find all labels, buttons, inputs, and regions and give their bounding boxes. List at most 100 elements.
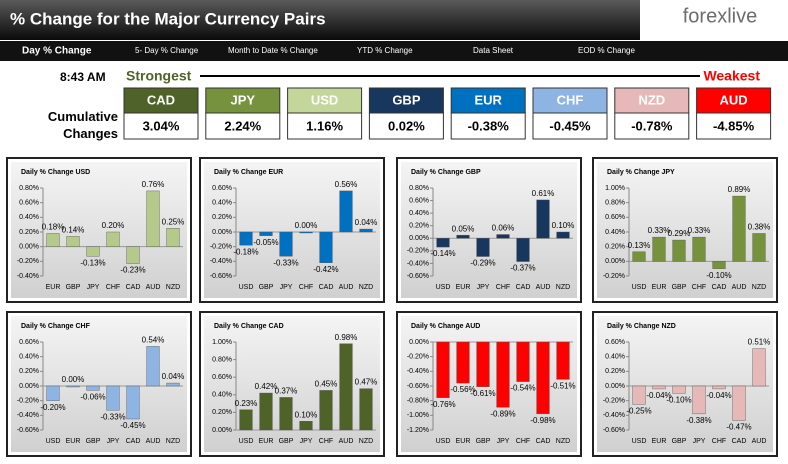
y-tick-label: -0.60% — [407, 273, 429, 280]
value-label: 0.10% — [295, 410, 318, 419]
currency-name: GBP — [392, 92, 421, 107]
bar — [496, 234, 510, 239]
x-tick-label: EUR — [456, 284, 471, 291]
value-label: 0.18% — [42, 223, 65, 232]
value-label: -0.38% — [686, 416, 711, 425]
tab[interactable]: 5- Day % Change — [135, 46, 199, 55]
value-label: 0.29% — [668, 229, 691, 238]
bar — [632, 251, 646, 262]
value-label: -0.98% — [530, 416, 555, 425]
y-tick-label: 0.60% — [19, 339, 39, 346]
bar — [476, 341, 490, 387]
y-tick-label: -0.40% — [210, 258, 232, 265]
change-box — [205, 112, 281, 140]
value-label: 0.33% — [688, 226, 711, 235]
bar — [732, 385, 746, 421]
bar — [86, 385, 100, 391]
x-tick-label: USD — [632, 438, 647, 445]
x-tick-label: EUR — [456, 438, 471, 445]
value-label: 0.05% — [452, 224, 475, 233]
cumulative-label: Cumulative Changes — [47, 109, 118, 141]
y-tick-label: 0.20% — [212, 214, 232, 221]
value-label: 0.42% — [255, 382, 278, 391]
bar — [672, 385, 686, 394]
tab[interactable]: Day % Change — [22, 46, 92, 57]
bar — [359, 228, 373, 233]
y-tick-label: 0.80% — [409, 185, 429, 192]
y-tick-label: 0.20% — [19, 229, 39, 236]
value-label: -0.14% — [430, 249, 455, 258]
value-label: -0.76% — [430, 400, 455, 409]
currency-name: CAD — [147, 92, 175, 107]
x-tick-label: AUD — [732, 284, 747, 291]
bar — [456, 341, 470, 384]
y-tick-label: 0.40% — [19, 214, 39, 221]
bar — [239, 409, 253, 431]
tab[interactable]: YTD % Change — [357, 46, 413, 55]
y-tick-label: -0.60% — [210, 273, 232, 280]
chart-panel: Daily % Change EUR -0.60% -0.40% -0.20% 0.00… — [199, 157, 385, 303]
chart-title: Daily % Change GBP — [411, 169, 481, 176]
chart-title: Daily % Change AUD — [411, 323, 480, 330]
y-tick-label: -0.40% — [17, 273, 39, 280]
x-tick-label: CAD — [536, 438, 551, 445]
value-label: 0.04% — [162, 372, 185, 381]
x-tick-label: CAD — [126, 438, 141, 445]
value-label: -0.42% — [313, 265, 338, 274]
chart-title: Daily % Change USD — [21, 169, 90, 176]
x-tick-label: GBP — [476, 438, 491, 445]
logo-area — [640, 0, 788, 40]
currency-name: CHF — [557, 92, 584, 107]
y-tick-label: 0.80% — [605, 200, 625, 207]
chart-panel: Daily % Change JPY-0.20%0.00%0.20%0.40%0… — [592, 157, 778, 303]
time: 8:43 AM — [60, 70, 106, 84]
x-tick-label: JPY — [497, 438, 510, 445]
y-tick-label: 0.00% — [212, 427, 232, 434]
x-tick-label: CAD — [712, 284, 727, 291]
x-tick-label: NZD — [359, 438, 373, 445]
y-tick-label: -0.40% — [17, 412, 39, 419]
bar — [146, 346, 160, 387]
y-tick-label: 0.00% — [19, 383, 39, 390]
bar — [536, 341, 550, 415]
y-tick-label: 0.60% — [212, 374, 232, 381]
bar — [106, 385, 120, 411]
bar — [516, 341, 530, 382]
tab[interactable]: Month to Date % Change — [228, 46, 318, 55]
currency-name: EUR — [474, 92, 502, 107]
x-tick-label: JPY — [87, 284, 100, 291]
value-label: 0.00% — [295, 221, 318, 230]
y-tick-label: -0.60% — [603, 427, 625, 434]
bar — [436, 341, 450, 398]
value-label: 0.20% — [102, 221, 125, 230]
y-tick-label: -0.40% — [603, 412, 625, 419]
bar — [359, 388, 373, 431]
x-tick-label: USD — [632, 284, 647, 291]
x-tick-label: AUD — [536, 284, 551, 291]
value-label: 0.61% — [532, 189, 555, 198]
tab[interactable]: Data Sheet — [473, 46, 514, 55]
bar — [299, 421, 313, 431]
y-tick-label: 0.80% — [212, 356, 232, 363]
value-label: -0.23% — [120, 266, 145, 275]
value-label: 0.10% — [552, 221, 575, 230]
y-tick-label: -0.20% — [603, 398, 625, 405]
x-tick-label: CAD — [516, 284, 531, 291]
bar — [556, 231, 570, 239]
y-tick-label: 0.00% — [605, 383, 625, 390]
x-tick-label: AUD — [339, 284, 354, 291]
bar — [752, 348, 766, 387]
bar — [496, 341, 510, 408]
bar — [632, 385, 646, 405]
currency-change: 1.16% — [306, 118, 343, 133]
currency-change: -4.85% — [713, 118, 755, 133]
bar — [239, 231, 253, 246]
y-tick-label: 0.20% — [409, 223, 429, 230]
x-tick-label: USD — [239, 284, 254, 291]
y-tick-label: 0.60% — [19, 200, 39, 207]
y-tick-label: -1.20% — [407, 427, 429, 434]
panel-bg — [597, 316, 773, 452]
bar — [732, 195, 746, 262]
chart-title: Daily % Change EUR — [214, 169, 283, 176]
tab[interactable]: EOD % Change — [578, 46, 635, 55]
